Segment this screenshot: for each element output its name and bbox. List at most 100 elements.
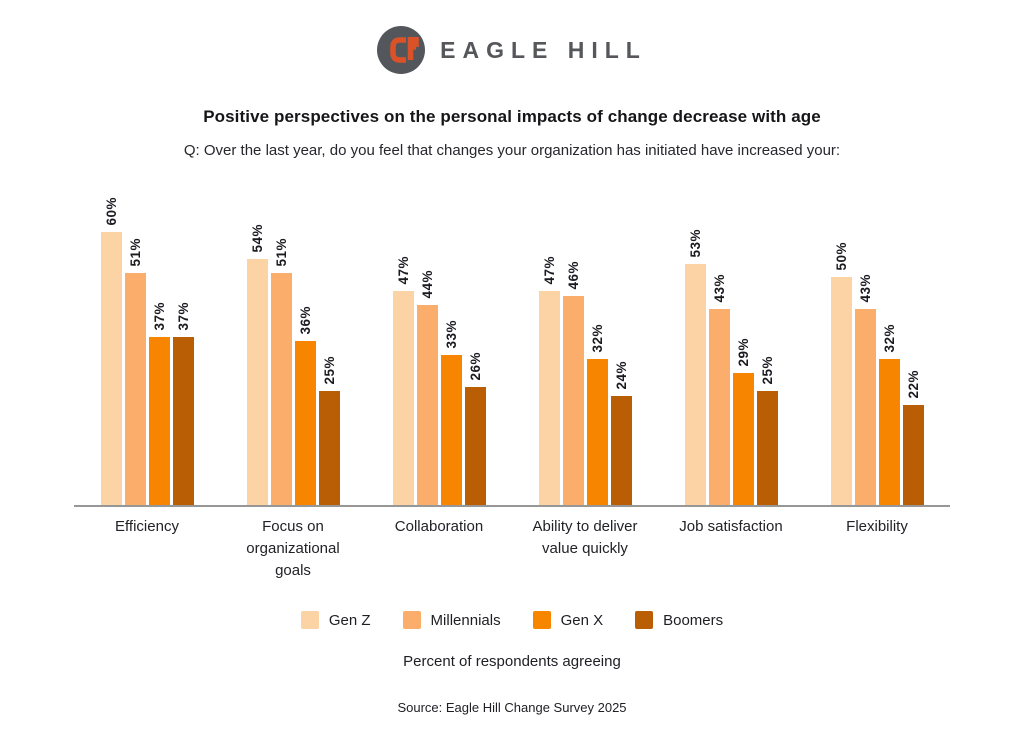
legend-item-boomers: Boomers [635, 611, 724, 630]
bar-column-millennials: 43% [854, 274, 876, 505]
brand-wordmark: EAGLE HILL [440, 36, 647, 63]
bar-value-label: 47% [541, 256, 557, 285]
bar-value-label: 46% [565, 261, 581, 290]
bar-group-ability-to-deliver: 47% 46% 32% 24% [512, 256, 658, 505]
bar-gen-x [586, 359, 608, 505]
bar-value-label: 37% [151, 302, 167, 331]
chart-title: Positive perspectives on the personal im… [203, 107, 821, 126]
legend-swatch-millennials [402, 611, 421, 630]
bar-value-label: 32% [881, 324, 897, 353]
bar-value-label: 37% [175, 302, 191, 331]
bar-group-focus-on: 54% 51% 36% 25% [220, 224, 366, 505]
bar-boomers [756, 391, 778, 505]
bar-value-label: 50% [833, 242, 849, 271]
bar-value-label: 26% [467, 352, 483, 381]
source-note: Source: Eagle Hill Change Survey 2025 [397, 700, 627, 716]
bar-millennials [416, 305, 438, 505]
bar-value-label: 33% [443, 320, 459, 349]
chart-subtitle: Q: Over the last year, do you feel that … [183, 142, 841, 159]
bar-value-label: 43% [711, 274, 727, 303]
bar-column-gen-z: 50% [830, 242, 852, 505]
bar-column-gen-x: 37% [148, 302, 170, 505]
bar-gen-x [148, 337, 170, 505]
bar-value-label: 51% [127, 238, 143, 267]
axis-note: Percent of respondents agreeing [403, 653, 621, 671]
bar-gen-z [830, 277, 852, 505]
bar-group-collaboration: 47% 44% 33% 26% [366, 256, 512, 505]
bar-column-gen-x: 36% [294, 306, 316, 505]
bar-boomers [902, 405, 924, 505]
bar-boomers [172, 337, 194, 505]
legend-label: Gen X [560, 611, 604, 629]
bar-column-boomers: 24% [610, 361, 632, 505]
category-label: Job satisfaction [679, 518, 783, 535]
bar-column-gen-z: 60% [100, 197, 122, 505]
x-axis-labels: Efficiency Focus on organizational goals C… [74, 516, 950, 581]
bar-column-gen-z: 47% [392, 256, 414, 505]
bar-value-label: 22% [905, 370, 921, 399]
eagle-hill-logo-icon [377, 26, 426, 74]
bar-column-gen-z: 47% [538, 256, 560, 505]
bar-column-boomers: 25% [756, 356, 778, 505]
bar-group-efficiency: 60% 51% 37% 37% [74, 197, 220, 505]
bar-value-label: 32% [589, 324, 605, 353]
bar-value-label: 44% [419, 270, 435, 299]
bar-column-gen-x: 33% [440, 320, 462, 505]
bar-column-gen-x: 32% [586, 324, 608, 505]
bar-millennials [124, 273, 146, 505]
bar-column-gen-x: 32% [878, 324, 900, 505]
legend-swatch-gen-x [532, 611, 551, 630]
bar-column-millennials: 51% [270, 238, 292, 505]
category-label: Focus on organizational goals [246, 518, 340, 579]
bar-value-label: 47% [395, 256, 411, 285]
legend-item-millennials: Millennials [402, 611, 501, 630]
bar-value-label: 54% [249, 224, 265, 253]
brand-header: EAGLE HILL [0, 0, 1024, 74]
category-label: Ability to deliver value quickly [532, 518, 638, 557]
bar-group-flexibility: 50% 43% 32% 22% [804, 242, 950, 505]
bar-value-label: 25% [759, 356, 775, 385]
bar-value-label: 29% [735, 338, 751, 367]
bar-boomers [318, 391, 340, 505]
bar-column-boomers: 25% [318, 356, 340, 505]
bar-gen-x [440, 355, 462, 505]
bar-column-boomers: 37% [172, 302, 194, 505]
legend-item-gen-x: Gen X [532, 611, 604, 630]
bar-gen-z [684, 264, 706, 505]
bar-column-gen-z: 54% [246, 224, 268, 505]
bar-group-job-satisfaction: 53% 43% 29% 25% [658, 229, 804, 505]
category-label: Efficiency [115, 518, 179, 535]
bar-gen-x [732, 373, 754, 505]
legend: Gen Z Millennials Gen X Boomers [0, 611, 1024, 630]
bar-column-millennials: 51% [124, 238, 146, 505]
legend-item-gen-z: Gen Z [300, 611, 371, 630]
bar-millennials [708, 309, 730, 505]
bar-value-label: 51% [273, 238, 289, 267]
bar-boomers [610, 396, 632, 505]
bar-column-gen-z: 53% [684, 229, 706, 505]
plot-area: 60% 51% 37% 37% 54% 51% 36% 25% 47% 44% 33% 26% 47% 4… [74, 185, 950, 507]
bar-value-label: 25% [321, 356, 337, 385]
bar-gen-z [100, 232, 122, 505]
bar-boomers [464, 387, 486, 505]
bar-gen-z [392, 291, 414, 505]
legend-label: Gen Z [328, 611, 371, 629]
legend-label: Boomers [663, 611, 724, 629]
bar-gen-z [246, 259, 268, 505]
bar-chart: 60% 51% 37% 37% 54% 51% 36% 25% 47% 44% 33% 26% 47% 4… [74, 185, 950, 581]
bar-column-boomers: 22% [902, 370, 924, 505]
bar-column-millennials: 44% [416, 270, 438, 505]
bar-millennials [270, 273, 292, 505]
bar-value-label: 60% [103, 197, 119, 226]
bar-column-millennials: 46% [562, 261, 584, 505]
bar-value-label: 43% [857, 274, 873, 303]
bar-millennials [854, 309, 876, 505]
bar-value-label: 53% [687, 229, 703, 258]
bar-millennials [562, 296, 584, 505]
legend-swatch-gen-z [300, 611, 319, 630]
bar-gen-x [878, 359, 900, 505]
legend-label: Millennials [430, 611, 501, 629]
bar-column-gen-x: 29% [732, 338, 754, 505]
legend-swatch-boomers [635, 611, 654, 630]
